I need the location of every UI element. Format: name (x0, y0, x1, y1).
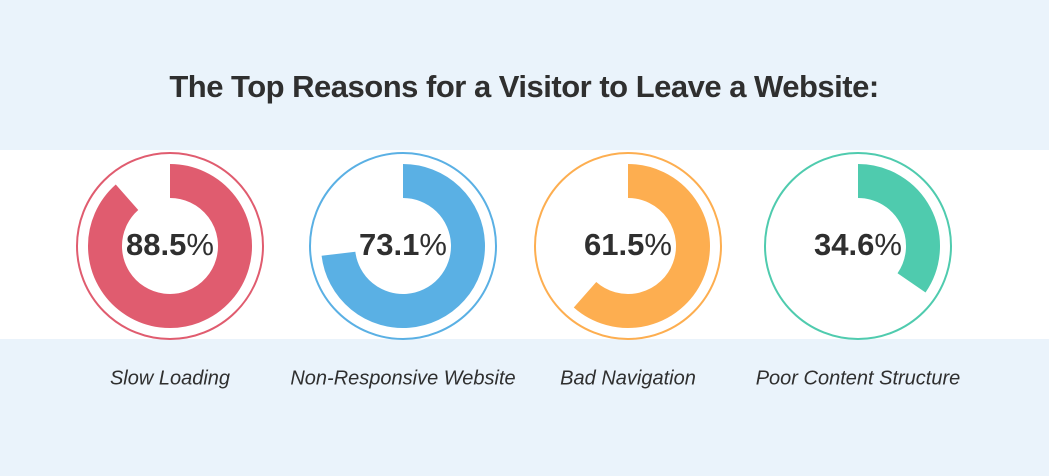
progress-arc (321, 164, 485, 328)
ring-outline (309, 152, 497, 340)
progress-arc (88, 164, 252, 328)
progress-arc (573, 164, 710, 328)
ring-outline (764, 152, 952, 340)
value-number: 34.6 (814, 227, 874, 262)
category-label: Slow Loading (110, 367, 230, 389)
value-unit: % (644, 227, 672, 262)
value-number: 61.5 (584, 227, 644, 262)
value-label: 88.5% (126, 227, 214, 262)
value-label: 61.5% (584, 227, 672, 262)
category-label: Poor Content Structure (756, 367, 961, 389)
value-label: 73.1% (359, 227, 447, 262)
value-unit: % (186, 227, 214, 262)
value-number: 73.1 (359, 227, 419, 262)
ring-outline (76, 152, 264, 340)
value-label: 34.6% (814, 227, 902, 262)
value-number: 88.5 (126, 227, 186, 262)
value-unit: % (419, 227, 447, 262)
ring-outline (534, 152, 722, 340)
category-label: Bad Navigation (560, 367, 696, 389)
value-unit: % (874, 227, 902, 262)
category-label: Non-Responsive Website (290, 367, 515, 389)
chart-title: The Top Reasons for a Visitor to Leave a… (169, 69, 878, 104)
progress-arc (857, 164, 940, 293)
